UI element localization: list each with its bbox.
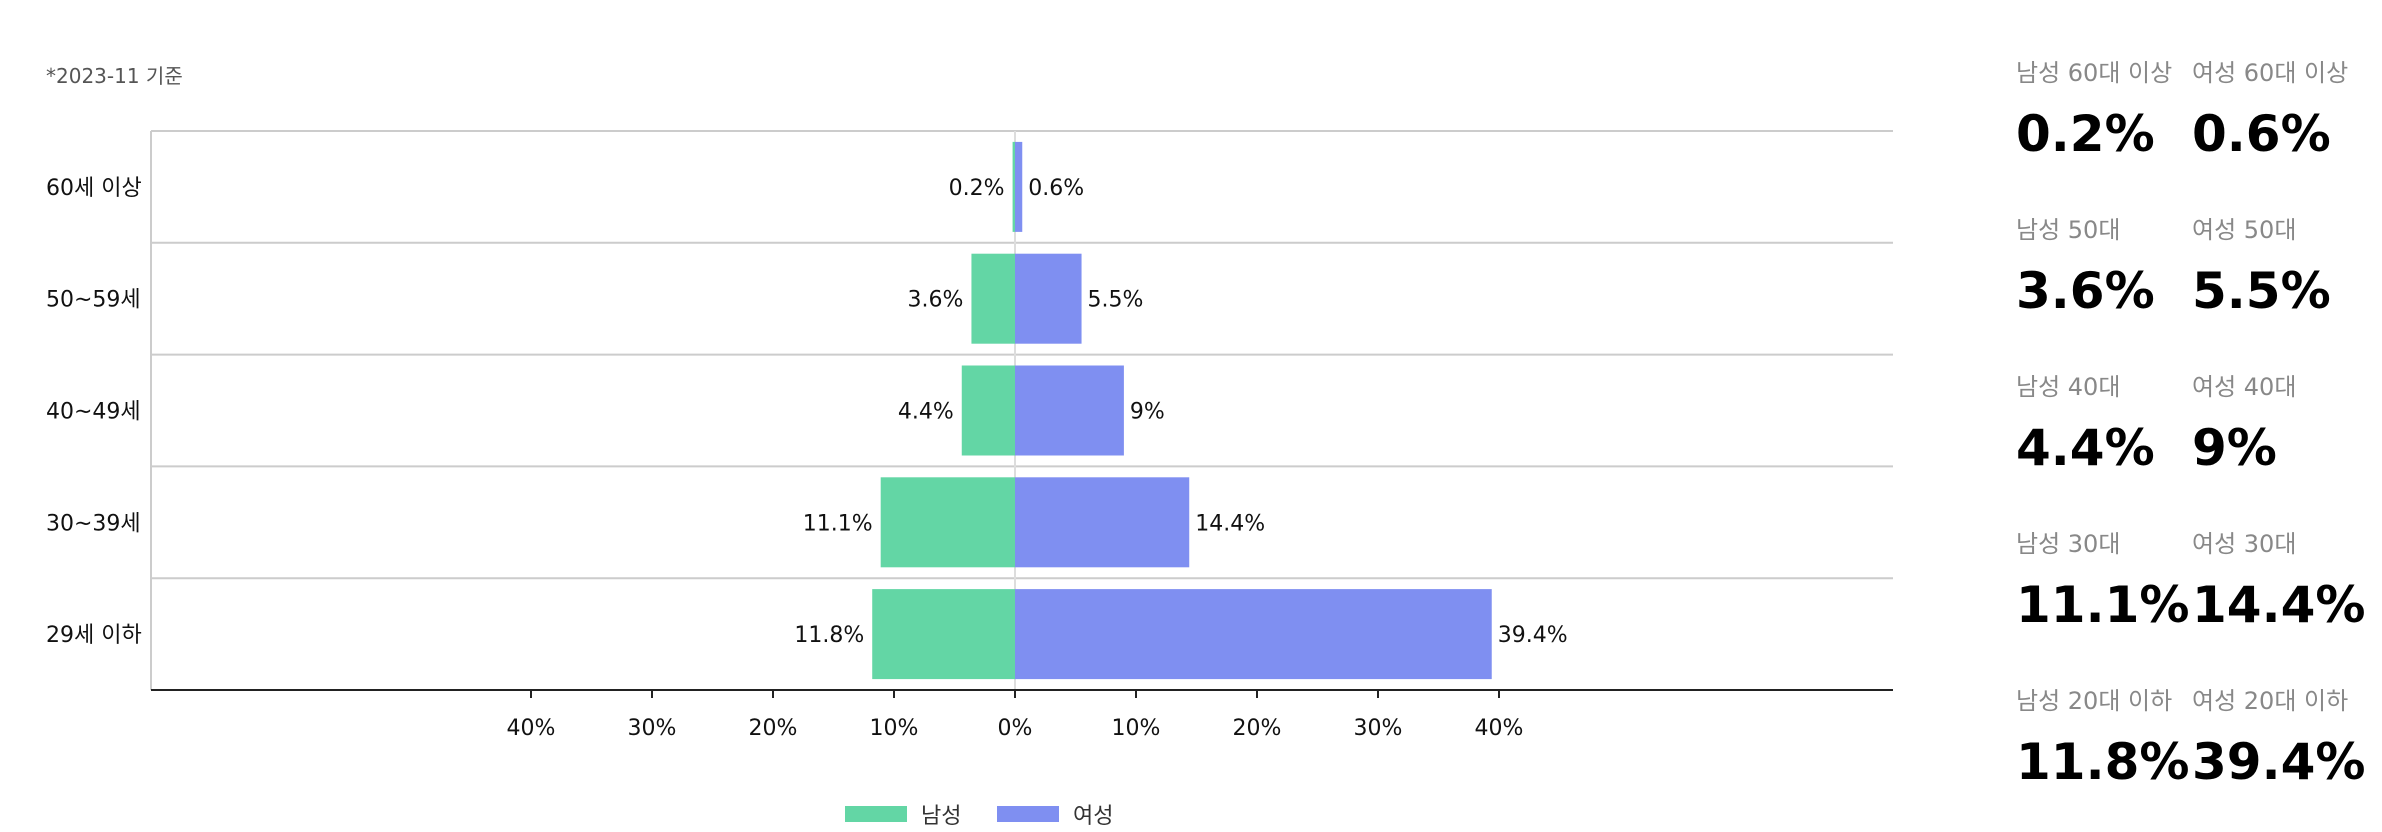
- bar-male: [971, 253, 1015, 344]
- x-tick-label: 20%: [749, 716, 798, 741]
- bar-female: [1015, 477, 1190, 568]
- stat-male-30: 남성 30대 11.1%: [2016, 529, 2192, 686]
- data-label-male: 4.4%: [898, 400, 954, 425]
- bar-male: [961, 365, 1015, 456]
- y-tick-label: 50~59세: [46, 288, 141, 313]
- data-label-female: 39.4%: [1498, 623, 1568, 648]
- bar-male: [872, 589, 1015, 680]
- legend-swatch-female: [997, 806, 1059, 822]
- stat-label: 남성 50대: [2016, 216, 2121, 244]
- stat-female-20: 여성 20대 이하 39.4%: [2192, 686, 2368, 832]
- stat-row-50: 남성 50대 3.6% 여성 50대 5.5%: [2016, 215, 2382, 372]
- stat-label: 여성 50대: [2192, 216, 2297, 244]
- x-tick-label: 0%: [998, 716, 1033, 741]
- stat-male-20: 남성 20대 이하 11.8%: [2016, 686, 2192, 832]
- stat-row-60: 남성 60대 이상 0.2% 여성 60대 이상 0.6%: [2016, 58, 2382, 215]
- data-label-male: 11.1%: [803, 511, 873, 536]
- y-tick-label: 29세 이하: [46, 623, 142, 648]
- stat-value: 11.1%: [2016, 576, 2190, 634]
- stat-row-20: 남성 20대 이하 11.8% 여성 20대 이하 39.4%: [2016, 686, 2382, 832]
- stat-value: 39.4%: [2192, 733, 2366, 791]
- data-label-female: 9%: [1130, 400, 1165, 425]
- data-label-male: 0.2%: [949, 176, 1005, 201]
- x-tick-label: 30%: [628, 716, 677, 741]
- y-tick-label: 40~49세: [46, 400, 141, 425]
- legend-swatch-male: [845, 806, 907, 822]
- stat-male-40: 남성 40대 4.4%: [2016, 372, 2192, 529]
- legend-label-male: 남성: [921, 804, 962, 829]
- date-note: *2023-11 기준: [46, 64, 183, 88]
- x-tick-label: 40%: [1475, 716, 1524, 741]
- bar-female: [1015, 253, 1082, 344]
- stat-label: 남성 40대: [2016, 373, 2121, 401]
- stat-label: 여성 40대: [2192, 373, 2297, 401]
- stat-label: 남성 20대 이하: [2016, 687, 2173, 715]
- bar-female: [1015, 365, 1124, 456]
- stat-value: 0.6%: [2192, 105, 2331, 163]
- stat-female-30: 여성 30대 14.4%: [2192, 529, 2368, 686]
- stat-row-40: 남성 40대 4.4% 여성 40대 9%: [2016, 372, 2382, 529]
- data-label-female: 14.4%: [1195, 511, 1265, 536]
- stat-female-50: 여성 50대 5.5%: [2192, 215, 2368, 372]
- legend-label-female: 여성: [1073, 804, 1114, 829]
- legend-item-female[interactable]: 여성: [997, 798, 1113, 830]
- stat-label: 여성 60대 이상: [2192, 59, 2349, 87]
- y-tick-label: 30~39세: [46, 511, 141, 536]
- data-label-female: 5.5%: [1088, 288, 1144, 313]
- population-pyramid-chart: 60세 이상 0.2% 0.6% 50~59세 3.6% 5.5% 40~49세 4.4% 9%…: [46, 130, 1893, 741]
- x-tick-label: 10%: [1112, 716, 1161, 741]
- stat-value: 5.5%: [2192, 262, 2331, 320]
- data-label-male: 11.8%: [794, 623, 864, 648]
- chart-legend: 남성 여성: [0, 798, 1900, 832]
- stat-row-30: 남성 30대 11.1% 여성 30대 14.4%: [2016, 529, 2382, 686]
- stat-value: 4.4%: [2016, 419, 2155, 477]
- stat-female-40: 여성 40대 9%: [2192, 372, 2368, 529]
- stat-label: 남성 60대 이상: [2016, 59, 2173, 87]
- stat-value: 11.8%: [2016, 733, 2190, 791]
- stats-panel: 남성 60대 이상 0.2% 여성 60대 이상 0.6% 남성 50대 3.6…: [2016, 58, 2382, 832]
- x-tick-label: 10%: [870, 716, 919, 741]
- stat-value: 3.6%: [2016, 262, 2155, 320]
- stat-value: 0.2%: [2016, 105, 2155, 163]
- data-label-male: 3.6%: [908, 288, 964, 313]
- bar-male: [1012, 141, 1015, 232]
- stat-label: 여성 30대: [2192, 530, 2297, 558]
- stat-label: 여성 20대 이하: [2192, 687, 2349, 715]
- stat-male-60: 남성 60대 이상 0.2%: [2016, 58, 2192, 215]
- stat-female-60: 여성 60대 이상 0.6%: [2192, 58, 2368, 215]
- stat-value: 14.4%: [2192, 576, 2366, 634]
- y-tick-label: 60세 이상: [46, 176, 142, 201]
- bar-male: [880, 477, 1015, 568]
- stat-male-50: 남성 50대 3.6%: [2016, 215, 2192, 372]
- stat-label: 남성 30대: [2016, 530, 2121, 558]
- x-tick-label: 20%: [1233, 716, 1282, 741]
- legend-item-male[interactable]: 남성: [845, 798, 961, 830]
- x-tick-label: 30%: [1354, 716, 1403, 741]
- data-label-female: 0.6%: [1028, 176, 1084, 201]
- bar-female: [1015, 589, 1492, 680]
- x-tick-label: 40%: [507, 716, 556, 741]
- bar-female: [1015, 141, 1023, 232]
- stat-value: 9%: [2192, 419, 2277, 477]
